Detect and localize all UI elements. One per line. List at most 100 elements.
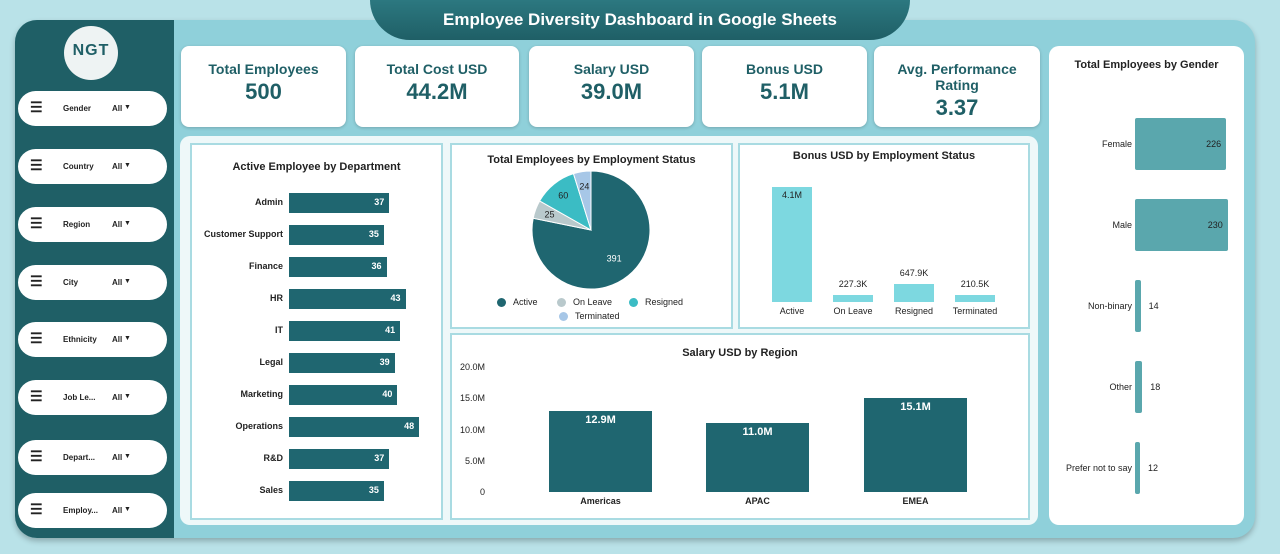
chart-title: Active Employee by Department — [232, 161, 401, 173]
category-label: HR — [270, 293, 283, 303]
filter-value[interactable]: All — [112, 104, 123, 113]
chart-title: Total Employees by Gender — [1074, 59, 1219, 71]
kpi-value: 500 — [245, 79, 282, 104]
category-label: Americas — [580, 496, 621, 506]
legend-label: Resigned — [645, 297, 684, 307]
data-label: 12 — [1148, 463, 1159, 473]
pie-slice-terminated — [572, 170, 592, 231]
legend-label: Terminated — [575, 311, 620, 321]
category-label: Marketing — [240, 389, 283, 399]
kpi-title: Total Employees — [208, 61, 319, 77]
bar: 11.0M — [706, 423, 809, 492]
chevron-down-icon[interactable]: ▼ — [124, 453, 131, 460]
filter-6[interactable]: ☰ Depart... All ▼ — [18, 440, 167, 475]
filter-1[interactable]: ☰ Country All ▼ — [18, 149, 167, 184]
category-label: Prefer not to say — [1065, 463, 1132, 473]
bar — [1135, 442, 1140, 494]
data-label: 11.0M — [742, 426, 773, 439]
filter-4[interactable]: ☰ Ethnicity All ▼ — [18, 322, 167, 357]
data-label: 15.1M — [900, 400, 931, 413]
filter-5[interactable]: ☰ Job Le... All ▼ — [18, 380, 167, 415]
category-label: Admin — [255, 197, 283, 207]
bar: 48 — [289, 417, 420, 437]
chevron-down-icon[interactable]: ▼ — [124, 278, 131, 285]
filter-value[interactable]: All — [112, 506, 123, 515]
data-label: 35 — [368, 485, 379, 495]
filter-icon: ☰ — [30, 388, 43, 404]
filter-icon: ☰ — [30, 99, 43, 115]
filter-value[interactable]: All — [112, 278, 123, 287]
bar: 12.9M — [549, 411, 652, 492]
category-label: IT — [275, 325, 283, 335]
kpi-title: Salary USD — [573, 61, 650, 77]
data-label: 35 — [368, 229, 379, 239]
filter-icon: ☰ — [30, 215, 43, 231]
filter-3[interactable]: ☰ City All ▼ — [18, 265, 167, 300]
legend-label: On Leave — [573, 297, 613, 307]
data-label: 37 — [374, 197, 385, 207]
bar: 35 — [289, 481, 384, 501]
filter-icon: ☰ — [30, 273, 43, 289]
bar — [1135, 361, 1143, 413]
y-tick-label: 15.0M — [459, 393, 485, 404]
bar — [1135, 118, 1227, 170]
status-pie-chart: Total Employees by Employment Status 391 2… — [450, 143, 733, 329]
chevron-down-icon[interactable]: ▼ — [124, 104, 131, 111]
data-label: 25 — [545, 209, 555, 219]
kpi-title: Avg. Performance Rating — [897, 61, 1017, 93]
filter-value[interactable]: All — [112, 335, 123, 344]
y-tick-label: 0 — [479, 487, 485, 497]
filter-label: Ethnicity — [63, 335, 97, 344]
data-label: 647.9K — [899, 267, 929, 278]
kpi-card: Salary USD 39.0M — [529, 46, 694, 127]
filter-value[interactable]: All — [112, 162, 123, 171]
category-label: Male — [1112, 220, 1132, 230]
bar — [1135, 199, 1228, 251]
salary-chart: Salary USD by Region 0 5.0M 10.0M 15.0M 20.0M… — [450, 333, 1030, 520]
filter-2[interactable]: ☰ Region All ▼ — [18, 207, 167, 242]
kpi-value: 39.0M — [580, 79, 643, 104]
category-label: Operations — [235, 421, 283, 431]
data-label: 230 — [1207, 220, 1223, 230]
kpi-card: Total Employees 500 — [181, 46, 346, 127]
gender-chart: Total Employees by Gender Female 226 Male 23… — [1049, 46, 1244, 525]
data-label: 37 — [374, 453, 385, 463]
category-label: Customer Support — [203, 229, 283, 239]
filter-value[interactable]: All — [112, 453, 123, 462]
chevron-down-icon[interactable]: ▼ — [124, 220, 131, 227]
bar — [1135, 280, 1141, 332]
data-label: 36 — [371, 261, 382, 271]
dept-chart: Active Employee by Department Admin 37 Cust… — [190, 143, 443, 520]
category-label: On Leave — [833, 306, 873, 316]
bar — [894, 283, 934, 302]
filter-0[interactable]: ☰ Gender All ▼ — [18, 91, 167, 126]
category-label: Sales — [259, 485, 283, 495]
chevron-down-icon[interactable]: ▼ — [124, 335, 131, 342]
category-label: Resigned — [894, 306, 934, 316]
data-label: 39 — [379, 357, 390, 367]
filter-icon: ☰ — [30, 501, 43, 517]
y-tick-label: 10.0M — [459, 424, 485, 435]
chevron-down-icon[interactable]: ▼ — [124, 393, 131, 400]
filter-value[interactable]: All — [112, 393, 123, 402]
bar: 41 — [289, 321, 401, 341]
bar: 15.1M — [864, 397, 967, 492]
kpi-card: Avg. Performance Rating 3.37 — [874, 46, 1040, 127]
kpi-value: 5.1M — [760, 79, 809, 104]
filter-icon: ☰ — [30, 448, 43, 464]
data-label: 210.5K — [960, 279, 990, 289]
category-label: Legal — [259, 357, 283, 367]
category-label: R&D — [263, 453, 284, 463]
bar — [955, 295, 995, 302]
data-label: 18 — [1150, 382, 1161, 392]
bar: 39 — [289, 353, 395, 373]
filter-value[interactable]: All — [112, 220, 123, 229]
kpi-value: 44.2M — [406, 79, 468, 104]
category-label: Terminated — [952, 306, 998, 316]
kpi-value: 3.37 — [935, 95, 979, 120]
data-label: 227.3K — [838, 279, 868, 289]
chevron-down-icon[interactable]: ▼ — [124, 162, 131, 169]
chevron-down-icon[interactable]: ▼ — [124, 506, 131, 513]
filter-7[interactable]: ☰ Employ... All ▼ — [18, 493, 167, 528]
